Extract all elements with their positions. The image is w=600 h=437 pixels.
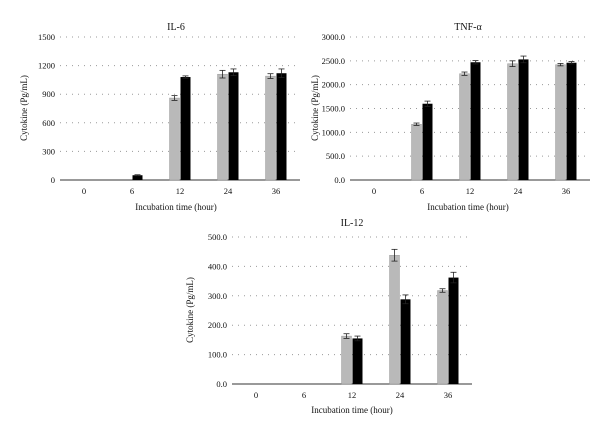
x-tick-label: 36 xyxy=(272,186,281,196)
x-tick-label: 6 xyxy=(302,390,306,400)
x-tick-label: 0 xyxy=(254,390,258,400)
x-tick-label: 24 xyxy=(514,186,523,196)
y-tick-label: 1500 xyxy=(38,32,55,42)
y-tick-label: 1000.0 xyxy=(322,127,345,137)
bar xyxy=(555,64,566,181)
bar xyxy=(389,255,400,385)
y-tick-label: 600 xyxy=(42,118,55,128)
x-tick-label: 24 xyxy=(396,390,405,400)
x-tick-label: 12 xyxy=(176,186,185,196)
x-tick-label: 36 xyxy=(562,186,571,196)
x-axis-label: Incubation time (hour) xyxy=(427,202,508,212)
bar xyxy=(352,338,363,384)
x-axis-label: Incubation time (hour) xyxy=(135,202,216,212)
x-axis-label: Incubation time (hour) xyxy=(311,405,392,415)
y-tick-label: 500.0 xyxy=(208,232,227,242)
x-tick-label: 0 xyxy=(372,186,376,196)
x-tick-label: 0 xyxy=(82,186,86,196)
x-tick-label: 6 xyxy=(420,186,424,196)
y-tick-label: 0.0 xyxy=(334,175,345,185)
bar xyxy=(217,73,228,181)
x-tick-label: 12 xyxy=(348,390,357,400)
y-tick-label: 3000.0 xyxy=(322,32,345,42)
chart-tnf-alpha: TNF-α Cytokine (Pg/mL) Incubation time (… xyxy=(310,22,590,212)
y-tick-label: 500.0 xyxy=(326,151,345,161)
y-tick-label: 400.0 xyxy=(208,261,227,271)
bar xyxy=(169,97,180,181)
y-tick-label: 0 xyxy=(51,175,55,185)
x-tick-label: 24 xyxy=(224,186,233,196)
bar xyxy=(437,290,448,385)
y-tick-label: 1500.0 xyxy=(322,104,345,114)
bar xyxy=(228,72,239,180)
bar xyxy=(341,335,352,385)
bar xyxy=(180,77,191,180)
bar xyxy=(400,299,411,384)
y-tick-label: 100.0 xyxy=(208,350,227,360)
chart-title: TNF-α xyxy=(454,22,482,33)
x-tick-label: 6 xyxy=(130,186,134,196)
y-tick-label: 0.0 xyxy=(216,379,227,389)
y-tick-label: 1200 xyxy=(38,61,55,71)
chart-title: IL-12 xyxy=(341,218,364,229)
bar xyxy=(507,63,518,181)
y-tick-label: 2000.0 xyxy=(322,80,345,90)
y-axis-label: Cytokine (Pg/mL) xyxy=(19,75,29,141)
chart-title: IL-6 xyxy=(167,22,185,33)
y-axis-label: Cytokine (Pg/mL) xyxy=(310,75,320,141)
bar xyxy=(448,277,459,384)
x-tick-label: 36 xyxy=(444,390,453,400)
x-tick-label: 12 xyxy=(466,186,475,196)
bar xyxy=(265,75,276,181)
bar xyxy=(411,124,422,181)
y-tick-label: 900 xyxy=(42,89,55,99)
y-tick-label: 2500.0 xyxy=(322,56,345,66)
bar xyxy=(518,59,529,180)
y-tick-label: 300 xyxy=(42,146,55,156)
chart-il-12: IL-12 Cytokine (Pg/mL) Incubation time (… xyxy=(185,218,472,415)
bar xyxy=(422,103,433,180)
bar xyxy=(470,62,481,180)
bar xyxy=(276,73,287,180)
chart-il-6: IL-6 Cytokine (Pg/mL) Incubation time (h… xyxy=(19,22,300,212)
y-axis-label: Cytokine (Pg/mL) xyxy=(185,277,195,343)
y-tick-label: 300.0 xyxy=(208,291,227,301)
bar xyxy=(132,175,143,180)
bar xyxy=(459,73,470,181)
y-tick-label: 200.0 xyxy=(208,320,227,330)
bar xyxy=(566,62,577,180)
